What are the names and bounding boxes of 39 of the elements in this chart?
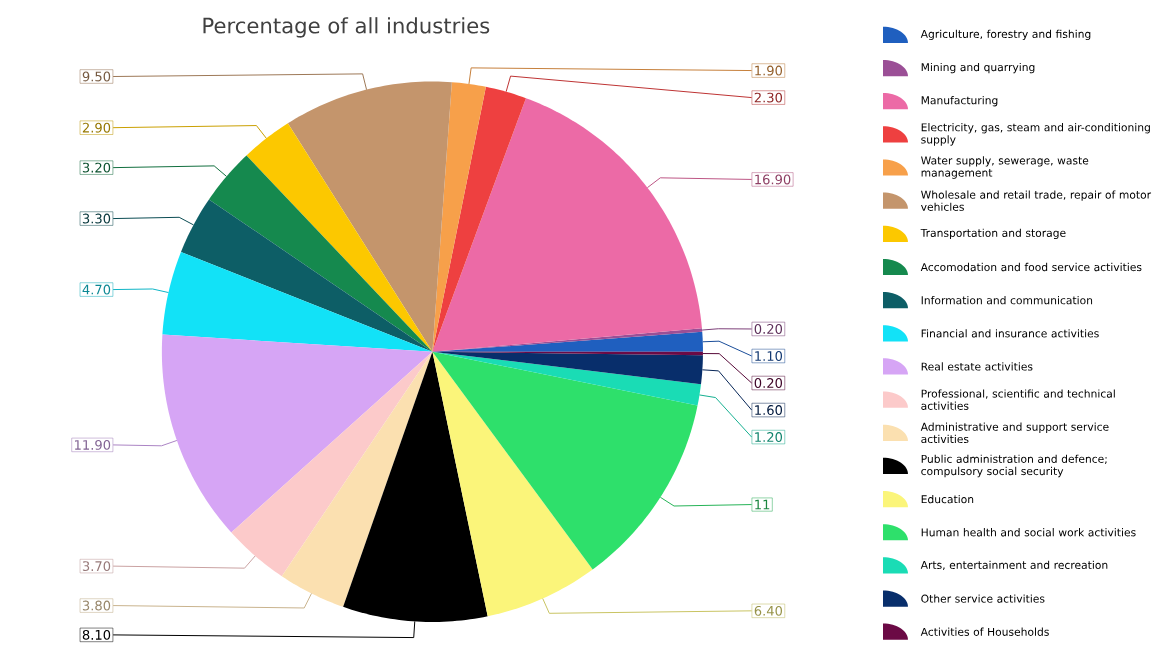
chart-title: Percentage of all industries — [203, 17, 490, 38]
legend-label: Financial and insurance activities — [921, 329, 1099, 338]
legend-label: Other service activities — [921, 594, 1045, 603]
data-label: 1.60 — [755, 405, 783, 416]
legend-label: Arts, entertainment and recreation — [920, 560, 1108, 571]
legend-label: Public administration and defence; compulsory social security — [921, 454, 1107, 478]
data-label: 4.70 — [82, 284, 111, 295]
data-label: 6.40 — [754, 606, 783, 616]
legend-label: Transportation and storage — [920, 228, 1066, 240]
legend-label: Agriculture, forestry and fishing — [920, 29, 1091, 41]
data-label: 9.50 — [82, 71, 111, 82]
data-label: 16.90 — [755, 174, 791, 185]
data-label: 8.10 — [82, 630, 111, 641]
data-label: 1.10 — [755, 351, 783, 362]
data-label: 3.80 — [82, 600, 111, 611]
legend-label: Electricity, gas, steam and air-conditioning supply — [921, 123, 1150, 146]
legend-label: Information and communication — [921, 296, 1093, 305]
data-label: 2.30 — [754, 92, 783, 103]
data-label: 2.90 — [82, 122, 111, 133]
legend-label: Professional, scientific and technical activities — [921, 389, 1115, 411]
data-label: 3.20 — [82, 162, 111, 173]
data-label: 3.30 — [82, 213, 111, 224]
legend-label: Mining and quarrying — [921, 63, 1035, 74]
legend-label: Manufacturing — [921, 96, 998, 107]
legend-label: Accomodation and food service activities — [920, 263, 1142, 272]
data-label: 0.20 — [754, 324, 783, 335]
data-label: 11 — [755, 499, 770, 510]
data-label: 0.20 — [754, 378, 783, 389]
legend-label: Real estate activities — [921, 362, 1033, 371]
legend-label: Education — [921, 495, 974, 504]
data-label: 11.90 — [75, 440, 111, 451]
legend-label: Human health and social work activities — [921, 528, 1136, 537]
data-label: 3.70 — [82, 561, 111, 572]
legend-label: Wholesale and retail trade, repair of motor vehicles — [920, 190, 1152, 212]
legend-label: Water supply, sewerage, waste management — [921, 156, 1089, 179]
legend-label: Activities of Households — [920, 627, 1049, 637]
data-label: 1.90 — [755, 65, 783, 76]
data-label: 1.20 — [755, 432, 783, 443]
legend-label: Administrative and support service activities — [920, 422, 1109, 444]
